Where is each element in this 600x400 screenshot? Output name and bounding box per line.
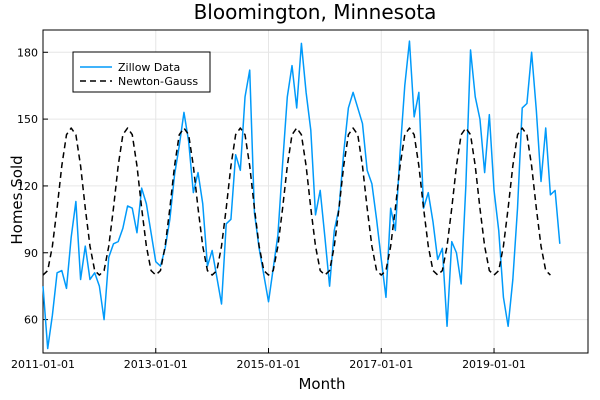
y-axis-label: Homes Sold (8, 155, 26, 244)
x-axis-label: Month (298, 375, 345, 393)
x-tick-label: 2013-01-01 (124, 358, 188, 371)
y-tick-label: 180 (17, 46, 38, 59)
series-line-newton-gauss (42, 127, 551, 276)
legend-label-newton-gauss: Newton-Gauss (118, 75, 198, 88)
series-line-zillow-data (42, 40, 561, 350)
x-tick-label: 2011-01-01 (11, 358, 75, 371)
series-group (42, 40, 561, 350)
y-tick-label: 120 (17, 180, 38, 193)
x-tick-label: 2019-01-01 (462, 358, 526, 371)
y-tick-label: 90 (24, 247, 38, 260)
plot-frame (42, 29, 589, 354)
y-tick-label: 60 (24, 314, 38, 327)
y-tick-label: 150 (17, 113, 38, 126)
x-tick-label: 2015-01-01 (237, 358, 301, 371)
legend: Zillow Data Newton-Gauss (72, 51, 211, 93)
legend-box (72, 51, 211, 93)
legend-label-zillow-data: Zillow Data (118, 61, 180, 74)
grid (42, 30, 588, 353)
chart-title: Bloomington, Minnesota (194, 0, 437, 24)
axis-ticks: 2011-01-01 2013-01-01 2015-01-01 2017-01-01… (11, 46, 526, 371)
x-tick-label: 2017-01-01 (349, 358, 413, 371)
